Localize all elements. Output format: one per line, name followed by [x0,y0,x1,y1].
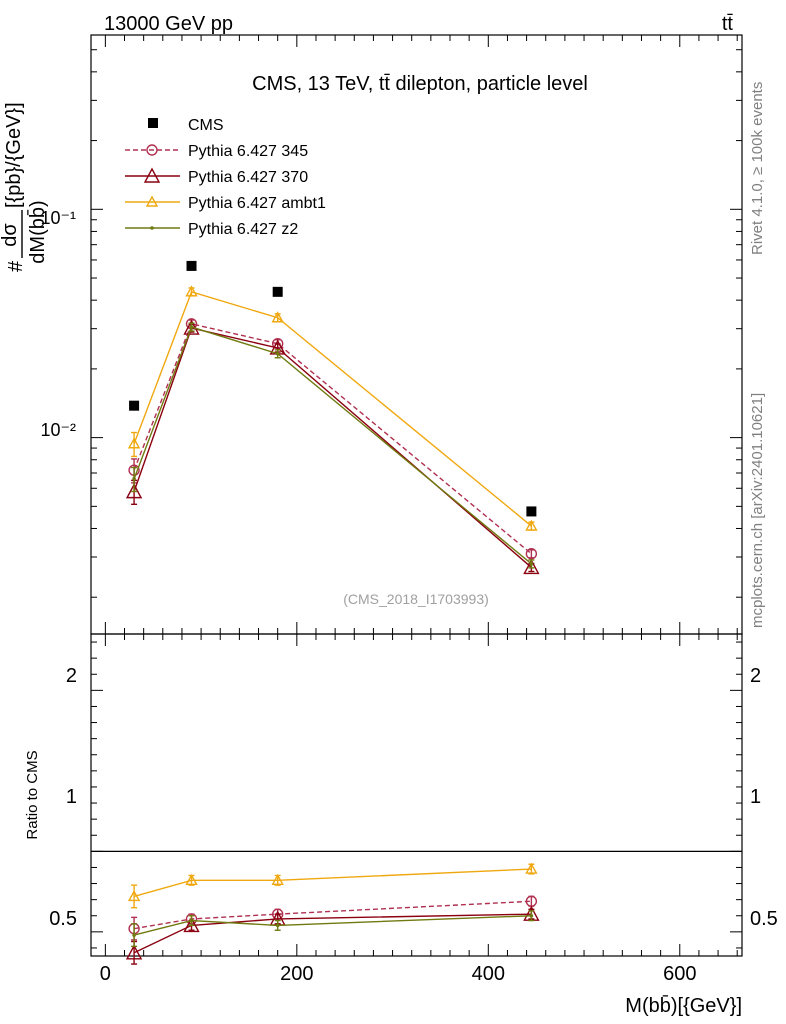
ratio-point-ambt1 [185,873,198,886]
rivet-label: Rivet 4.1.0, ≥ 100k events [749,82,766,255]
y-axis-label-units: [{pb}/{GeV}] [3,102,25,208]
x-tick-label-600: 600 [663,963,696,985]
data-point-ambt1 [185,285,198,297]
x-axis-label: M(bb̄)[{GeV}] [625,994,742,1017]
legend-label-z2: Pythia 6.427 z2 [188,221,298,238]
ratio-point-z2 [529,913,534,918]
ratio-y-tick-label-right-2: 2 [750,665,761,687]
data-point-ambt1 [525,519,538,531]
data-point-z2 [132,477,136,481]
legend-label-345: Pythia 6.427 345 [188,143,308,160]
ratio-point-370 [125,944,143,960]
analysis-watermark: (CMS_2018_I1703993) [343,591,489,607]
y-axis-label: # dσ dM(bb̄) [{pb}/{GeV}] [0,102,49,272]
main-axis-ticks [91,35,742,634]
legend-marker-cms [148,118,158,128]
data-point-370 [125,483,143,499]
main-data-layer [125,260,540,575]
legend: CMS Pythia 6.427 345 Pythia 6.427 370 Py… [125,117,326,238]
series-line-ambt1 [133,290,532,527]
plot-title: CMS, 13 TeV, tt̄ dilepton, particle leve… [252,73,588,95]
ratio-line-ambt1 [133,868,532,898]
x-tick-label-400: 400 [472,963,505,985]
legend-label-ambt1: Pythia 6.427 ambt1 [188,195,326,212]
data-point-cms [186,260,197,271]
y-axis-label-denominator: dM(bb̄) [26,200,49,263]
legend-label-cms: CMS [188,117,224,134]
ratio-data-layer [125,862,540,965]
y-axis-label-prefix: # [5,260,27,272]
legend-label-370: Pythia 6.427 370 [188,169,308,186]
ratio-y-tick-label-right-0.5: 0.5 [750,908,778,930]
data-point-ambt1 [127,437,141,449]
data-point-345 [525,548,538,560]
data-point-z2 [275,351,280,356]
y-tick-label-1e-1: 10⁻¹ [40,208,76,228]
data-point-370 [523,558,540,575]
series-line-370 [133,327,532,568]
data-point-z2 [189,325,194,329]
legend-marker-ambt1 [145,195,159,207]
y-tick-label-1e-2: 10⁻² [40,420,76,440]
ratio-point-ambt1 [271,873,284,886]
ratio-line-370 [133,913,532,954]
ratio-point-ambt1 [525,862,538,874]
ratio-y-tick-label-right-1: 1 [750,786,761,808]
ratio-axis-ticks [91,634,742,956]
ratio-y-tick-label-0.5: 0.5 [49,908,77,930]
legend-marker-z2 [150,226,154,230]
data-point-cms [526,506,537,517]
ratio-y-tick-label-1: 1 [66,786,77,808]
y-axis-label-numerator: dσ [0,223,21,247]
ratio-point-z2 [189,918,194,923]
mcplots-label: mcplots.cern.ch [arXiv:2401.10621] [749,393,766,628]
ratio-y-tick-label-2: 2 [66,665,77,687]
ratio-point-z2 [275,923,280,928]
ratio-plot-frame [90,633,743,957]
energy-label: 13000 GeV pp [104,13,233,35]
x-tick-label-0: 0 [100,963,111,985]
series-line-345 [133,323,532,555]
process-label: tt̄ [722,13,734,35]
ratio-y-axis-label: Ratio to CMS [24,750,41,839]
legend-marker-370 [143,167,161,183]
ratio-point-z2 [132,933,136,937]
series-line-z2 [133,326,532,565]
data-point-cms [272,286,283,297]
data-point-cms [129,400,140,411]
data-point-ambt1 [271,311,284,323]
ratio-point-370 [183,916,200,933]
ratio-line-z2 [133,915,532,936]
legend-marker-345 [146,144,158,156]
data-point-z2 [529,562,534,566]
x-tick-label-200: 200 [280,963,313,985]
ratio-point-ambt1 [127,889,141,902]
